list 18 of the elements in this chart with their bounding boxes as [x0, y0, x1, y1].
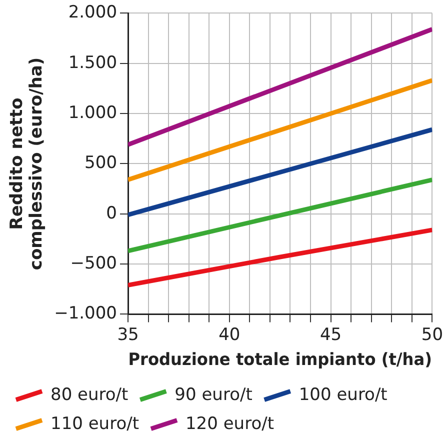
legend-label: 80 euro/t: [50, 384, 129, 405]
y-tick-label: 1.500: [68, 52, 118, 73]
legend-label: 120 euro/t: [185, 414, 274, 434]
x-tick-label: 45: [320, 324, 342, 345]
y-tick-label: −500: [70, 253, 118, 274]
x-axis-title: Produzione totale impianto (t/ha): [128, 350, 432, 370]
x-tick-label: 35: [117, 324, 139, 345]
x-tick-label: 50: [421, 324, 444, 345]
x-tick-label: 40: [218, 324, 240, 345]
legend-label: 90 euro/t: [174, 384, 253, 405]
y-axis-title: Reddito netto complessivo (euro/ha): [7, 57, 47, 270]
y-tick-label: 2.000: [68, 2, 118, 23]
y-tick-label: 500: [84, 153, 118, 174]
y-tick-label: 1.000: [68, 102, 118, 123]
legend-label: 110 euro/t: [50, 414, 140, 434]
legend-label: 100 euro/t: [298, 384, 388, 405]
y-tick-label: 0: [106, 203, 118, 224]
y-tick-label: −1.000: [54, 304, 118, 324]
